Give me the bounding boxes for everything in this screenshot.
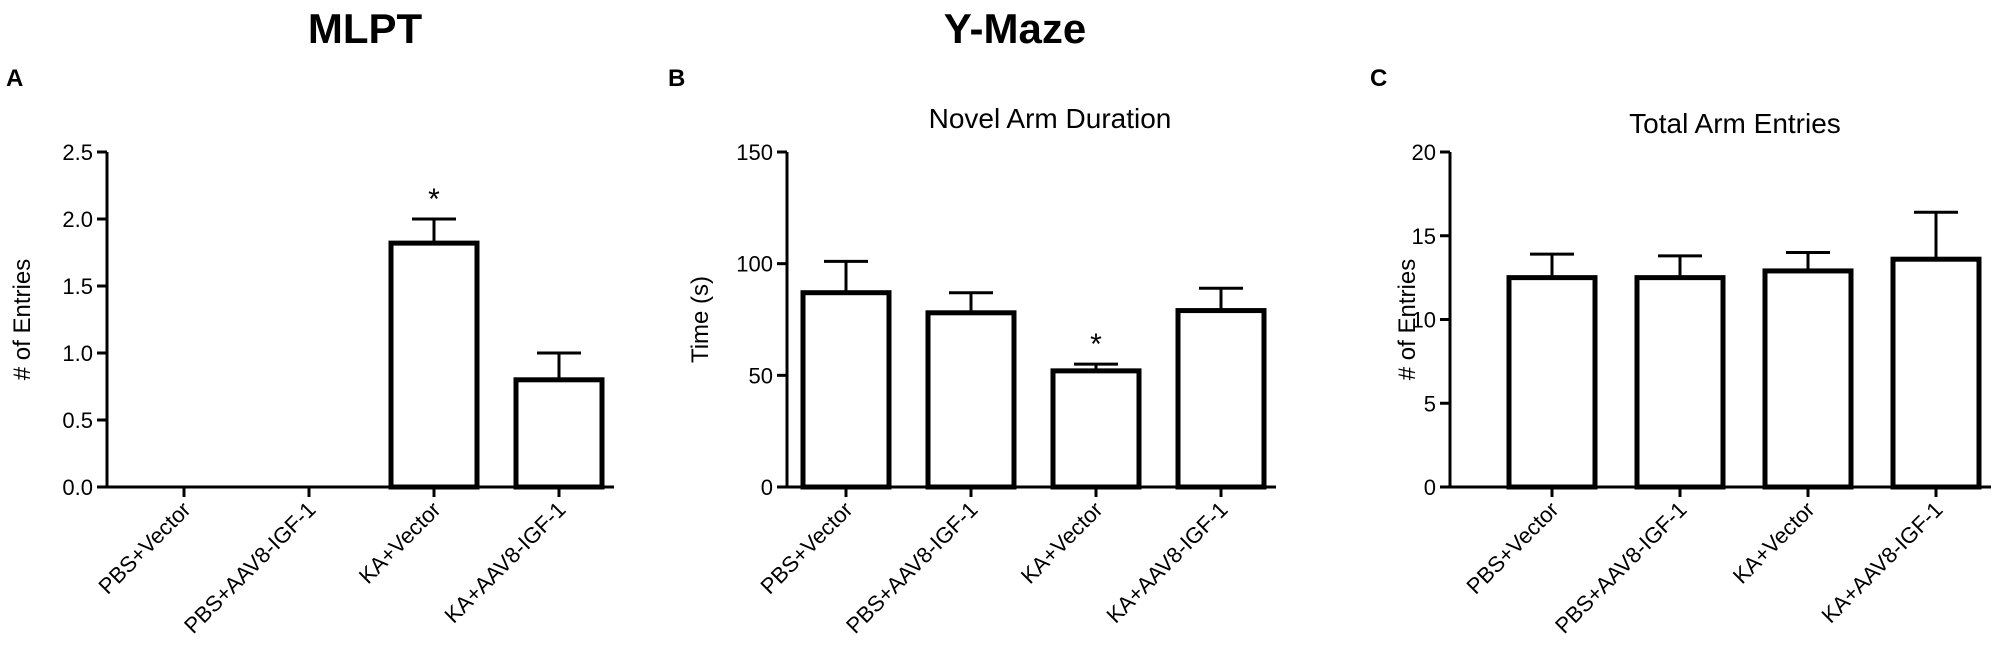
category-label-a: PBS+Vector — [94, 497, 196, 599]
panel-letter-c: C — [1370, 65, 1387, 92]
bar-c — [1506, 275, 1598, 490]
y-axis-label-c: # of Entries — [1394, 259, 1421, 380]
bar-c — [1634, 275, 1726, 490]
panel-c: C Total Arm Entries 0 5 10 15 20 # of Entries PB… — [1370, 65, 1991, 638]
category-label-a: KA+AAV8-IGF-1 — [439, 497, 570, 628]
bar-b — [800, 290, 892, 490]
bar-b — [925, 310, 1017, 490]
y-axis-label-b: Time (s) — [687, 276, 714, 363]
y-tick-label-c: 10 — [1412, 308, 1436, 333]
category-label-c: KA+AAV8-IGF-1 — [1816, 497, 1947, 628]
category-label-c: PBS+AAV8-IGF-1 — [1550, 497, 1691, 638]
category-label-b: PBS+Vector — [756, 497, 858, 599]
category-label-a: KA+Vector — [354, 497, 446, 589]
bar-c — [1890, 256, 1982, 490]
bar-a — [388, 240, 480, 490]
significance-marker-b: * — [1090, 328, 1102, 361]
chart-panels: A 0.0 0.5 1.0 1.5 2.0 2.5 # of Entries PBS+Vecto… — [6, 65, 1991, 638]
significance-marker-a: * — [428, 183, 440, 216]
panel-b: B Novel Arm Duration 0 50 100 150 Time (s) PBS+… — [668, 65, 1276, 638]
category-label-b: PBS+AAV8-IGF-1 — [841, 497, 982, 638]
y-tick-label-a: 1.0 — [62, 341, 93, 366]
category-label-c: PBS+Vector — [1462, 497, 1564, 599]
bar-a — [513, 377, 605, 490]
y-tick-label-c: 5 — [1424, 391, 1436, 416]
panel-letter-a: A — [6, 65, 23, 92]
y-maze-section-title: Y-Maze — [944, 5, 1086, 52]
category-label-a: PBS+AAV8-IGF-1 — [179, 497, 320, 638]
category-label-b: KA+AAV8-IGF-1 — [1101, 497, 1232, 628]
y-tick-label-a: 1.5 — [62, 274, 93, 299]
y-tick-label-c: 20 — [1412, 140, 1436, 165]
y-tick-label-c: 15 — [1412, 224, 1436, 249]
y-tick-label-a: 0.5 — [62, 408, 93, 433]
bar-c — [1762, 268, 1854, 490]
y-tick-label-c: 0 — [1424, 475, 1436, 500]
bar-b — [1175, 308, 1267, 490]
y-tick-label-a: 0.0 — [62, 475, 93, 500]
y-tick-label-b: 150 — [736, 140, 773, 165]
panel-a: A 0.0 0.5 1.0 1.5 2.0 2.5 # of Entries PBS+Vecto… — [6, 65, 614, 638]
y-tick-label-b: 0 — [761, 475, 773, 500]
category-label-c: KA+Vector — [1728, 497, 1820, 589]
y-tick-label-a: 2.5 — [62, 140, 93, 165]
mlpt-section-title: MLPT — [308, 5, 423, 52]
bar-b — [1050, 368, 1142, 490]
category-label-b: KA+Vector — [1016, 497, 1108, 589]
y-axis-label-a: # of Entries — [9, 259, 36, 380]
y-tick-label-a: 2.0 — [62, 207, 93, 232]
y-tick-label-b: 100 — [736, 252, 773, 277]
y-tick-label-b: 50 — [749, 363, 773, 388]
chart-title-c: Total Arm Entries — [1629, 108, 1841, 139]
chart-title-b: Novel Arm Duration — [929, 103, 1172, 134]
panel-letter-b: B — [668, 65, 685, 92]
